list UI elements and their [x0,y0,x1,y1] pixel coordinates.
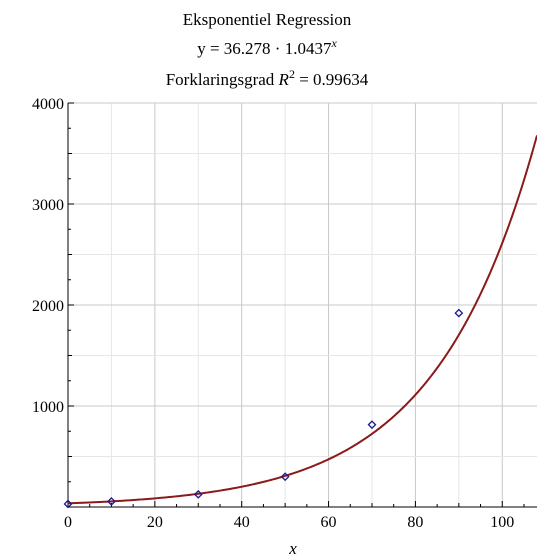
data-points-layer [63,308,464,509]
x-tick-label: 20 [147,514,163,531]
grid [68,102,537,507]
data-point [63,499,73,509]
data-point [367,420,377,430]
data-point [107,497,116,506]
x-tick-label: 0 [64,514,72,531]
data-point [280,472,290,482]
x-tick-label: 60 [321,514,337,531]
x-tick-label: 40 [234,514,250,531]
y-tick-label: 4000 [32,96,64,113]
x-tick-label: 100 [490,514,514,531]
chart-r-squared: Forklaringsgrad R2 = 0.99634 [166,67,369,89]
data-point [454,308,464,318]
chart-title: Eksponentiel Regression [183,10,352,29]
tick-labels: 0 20 40 60 80 100 1000 2000 3000 4000 [32,96,514,531]
regression-curve [67,135,537,505]
y-tick-label: 2000 [32,298,64,315]
chart-equation: y = 36.278 · 1.0437x [197,36,337,58]
x-axis-label: x [288,539,297,558]
regression-curve-layer [67,135,537,505]
data-point [193,489,203,499]
axes [67,102,537,508]
y-tick-label: 3000 [32,197,64,214]
y-tick-label: 1000 [32,399,64,416]
x-tick-label: 80 [407,514,423,531]
